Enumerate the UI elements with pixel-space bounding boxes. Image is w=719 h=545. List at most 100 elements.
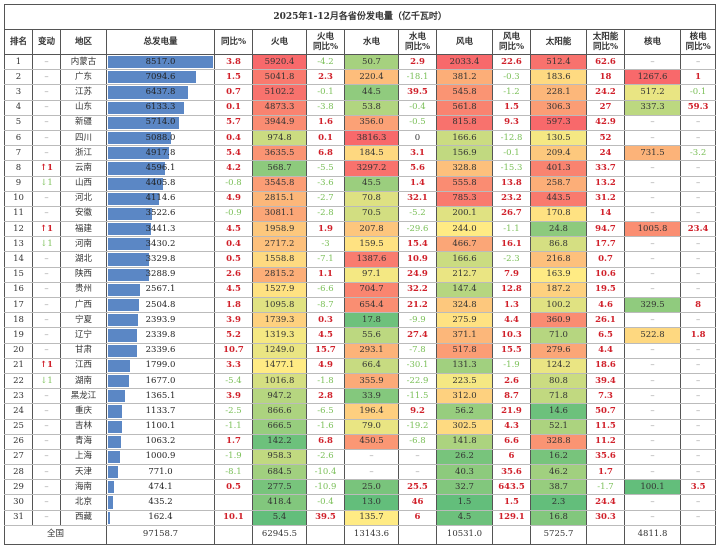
cell-rank: 24 [4,403,33,420]
cell-change: – [32,448,61,466]
cell-rank: 30 [4,494,33,511]
cell-nuclear-yoy: – [679,509,717,526]
cell-change: – [32,53,61,71]
table-row: 1– 内蒙古 8517.0 3.8 5920.4 -4.2 50.7 2.9 2033.4 22.… [4,53,717,71]
cell-wind: 312.0 [436,388,493,405]
total-bar [108,481,114,494]
cell-solar: 328.8 [530,433,587,450]
cell-solar-yoy: 50.7 [586,403,625,420]
total-value: 1063.2 [145,436,176,447]
table-row: 13 ↓1 河南 3430.2 0.4 2717.2 -3 159.5 15.4 466.7 16.… [4,236,717,253]
cell-nuclear: – [624,281,681,299]
cell-total: 7094.6 [106,69,215,86]
cell-solar: 228.1 [530,84,587,101]
cell-wind: 244.0 [436,221,493,238]
cell-total-yoy: -1.9 [214,448,253,466]
cell-change: – [32,494,61,511]
cell-total: 435.2 [106,494,215,511]
cell-region: 河南 [60,236,107,253]
cell-solar: 187.2 [530,281,587,299]
total-bar [108,268,149,281]
cell-solar-yoy: 10.6 [586,266,625,283]
cell-hydro: 25.0 [344,479,399,496]
cell-change: – [32,403,61,420]
total-bar [108,390,125,403]
cell-change: – [32,69,61,86]
cell-total-yoy: 3.8 [214,53,253,71]
cell-nuclear: – [624,160,681,177]
cell-thermal-yoy: -2.7 [306,190,345,207]
cell-change: – [32,418,61,435]
cell-solar-yoy: 39.4 [586,372,625,390]
cell-hydro: 70.8 [344,190,399,207]
total-bar [108,253,150,266]
cell-nuclear: – [624,433,681,450]
total-value: 3441.3 [145,223,176,234]
column-header-total-yoy: 同比% [214,29,253,55]
cell-thermal-yoy: -6.5 [306,403,345,420]
totals-hydro: 13143.6 [344,524,399,545]
cell-hydro: 159.5 [344,236,399,253]
cell-total: 474.1 [106,479,215,496]
cell-wind: 328.8 [436,160,493,177]
cell-hydro: 3297.2 [344,160,399,177]
cell-wind-yoy: -12.8 [492,129,531,147]
cell-thermal-yoy: 6.8 [306,145,345,162]
totals-empty-cell [586,524,625,545]
table-row: 30– 北京 435.2 418.4 -0.4 13.0 46 1.5 1.5 2.3 24.4– – [4,494,717,511]
generation-table: 2025年1-12月各省份发电量（亿千瓦时） 排名 变动 地区 总发电量 同比% 火电 火电… [3,4,717,545]
cell-nuclear: – [624,251,681,268]
total-bar [108,420,122,433]
cell-change: – [32,251,61,268]
cell-hydro-yoy: – [398,448,437,466]
cell-hydro: 450.5 [344,433,399,450]
cell-total-yoy: 4.5 [214,221,253,238]
cell-wind: 2033.4 [436,53,493,71]
cell-total: 3430.2 [106,236,215,253]
cell-thermal-yoy: 1.1 [306,266,345,283]
cell-nuclear-yoy: 8 [679,296,717,314]
cell-thermal: 2717.2 [252,236,307,253]
cell-total: 2567.1 [106,281,215,299]
total-bar [108,147,169,160]
cell-solar: 216.8 [530,251,587,268]
cell-total-yoy: 1.5 [214,69,253,86]
cell-rank: 9 [4,175,33,192]
cell-wind: 223.5 [436,372,493,390]
cell-total: 5714.0 [106,114,215,131]
total-bar [108,496,114,509]
column-header-nuclear: 核电 [624,29,681,55]
cell-solar-yoy: 18 [586,69,625,86]
cell-solar-yoy: 11.2 [586,433,625,450]
cell-thermal: 142.2 [252,433,307,450]
cell-change: – [32,205,61,223]
cell-nuclear-yoy: – [679,160,717,177]
cell-hydro: 17.8 [344,312,399,329]
cell-wind-yoy: 8.7 [492,388,531,405]
table-row: 16– 贵州 2567.1 4.5 1527.9 -6.6 704.7 32.2 147.4 12… [4,281,717,299]
column-header-rank: 排名 [4,29,33,55]
cell-hydro: 13.0 [344,494,399,511]
cell-thermal: 1739.3 [252,312,307,329]
header-row: 排名 变动 地区 总发电量 同比% 火电 火电 同比% 水电 水电 同比% 风电 风电 同比% 太阳能 太阳能… [4,29,717,55]
cell-hydro: 3816.3 [344,129,399,147]
cell-solar-yoy: 4.6 [586,296,625,314]
cell-wind-yoy: 15.5 [492,342,531,359]
total-value: 162.4 [148,512,173,523]
cell-hydro-yoy: 15.4 [398,236,437,253]
table-row: 20– 甘肃 2339.6 10.7 1249.0 15.7 293.1 -7.8 517.8 1… [4,342,717,359]
cell-hydro-yoy: 39.5 [398,84,437,101]
total-value: 1100.1 [145,421,176,432]
cell-thermal-yoy: -2.8 [306,205,345,223]
cell-thermal: 2815.1 [252,190,307,207]
table-row: 21 ↑1 江西 1799.0 3.3 1477.1 4.9 66.4 -30.1 131.3 -1… [4,357,717,374]
cell-total: 4596.1 [106,160,215,177]
cell-hydro: 704.7 [344,281,399,299]
totals-thermal: 62945.5 [252,524,307,545]
cell-total-yoy: 4.9 [214,190,253,207]
cell-solar: 443.5 [530,190,587,207]
cell-hydro-yoy: 0 [398,129,437,147]
total-value: 1799.0 [145,360,176,371]
cell-nuclear-yoy: -0.1 [679,84,717,101]
cell-wind-yoy: 12.8 [492,281,531,299]
